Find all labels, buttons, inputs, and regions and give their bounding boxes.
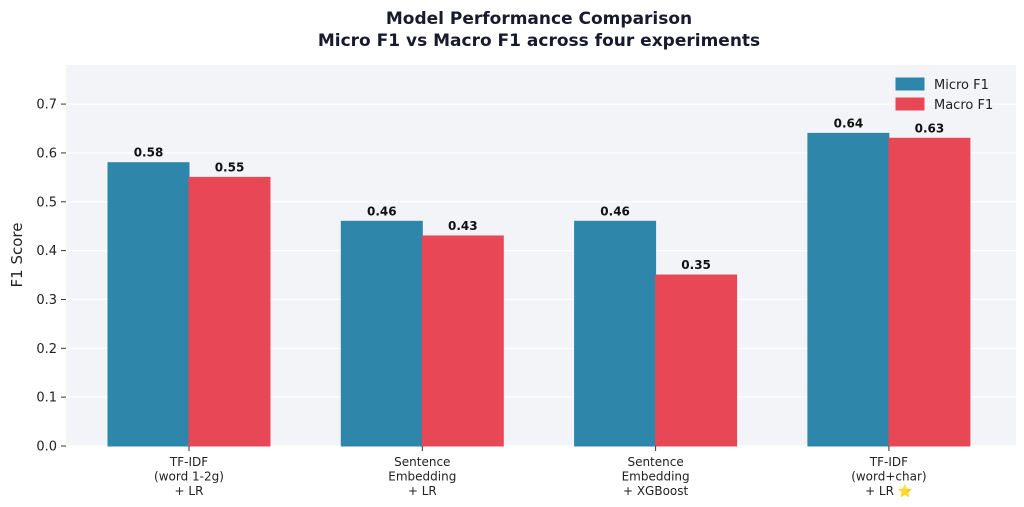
data-label: 0.46 bbox=[600, 204, 630, 218]
x-tick-label: Embedding bbox=[388, 470, 456, 484]
x-tick-label: + XGBoost bbox=[623, 484, 689, 498]
y-tick-label: 0.7 bbox=[36, 98, 57, 113]
legend-swatch bbox=[895, 77, 925, 91]
y-tick-label: 0.5 bbox=[36, 195, 57, 210]
bar-macro-f1 bbox=[421, 235, 504, 447]
data-label: 0.35 bbox=[681, 258, 711, 272]
y-tick-label: 0.3 bbox=[36, 293, 57, 308]
legend-label: Macro F1 bbox=[934, 98, 993, 113]
bar-micro-f1 bbox=[807, 132, 890, 447]
x-tick-label: TF-IDF bbox=[169, 455, 208, 469]
y-tick-label: 0.0 bbox=[36, 440, 57, 455]
data-label: 0.64 bbox=[834, 116, 864, 130]
x-tick-label: + LR ⭐ bbox=[865, 484, 913, 498]
legend: Micro F1 Macro F1 bbox=[895, 77, 993, 113]
y-axis: 0.0 0.1 0.2 0.3 0.4 0.5 0.6 0.7 bbox=[36, 98, 66, 455]
y-tick-label: 0.1 bbox=[36, 391, 57, 406]
x-tick-label: Sentence bbox=[394, 455, 450, 469]
x-tick-label: TF-IDF bbox=[869, 455, 908, 469]
x-tick-label: + LR bbox=[408, 484, 437, 498]
chart-subtitle: Micro F1 vs Macro F1 across four experim… bbox=[318, 31, 760, 51]
x-tick-label: (word 1-2g) bbox=[154, 470, 224, 484]
x-tick-label: Embedding bbox=[622, 470, 690, 484]
data-label: 0.58 bbox=[134, 146, 164, 160]
y-tick-label: 0.2 bbox=[36, 342, 57, 357]
y-tick-label: 0.6 bbox=[36, 146, 57, 161]
legend-label: Micro F1 bbox=[934, 78, 989, 93]
bar-micro-f1 bbox=[107, 162, 190, 447]
data-label: 0.55 bbox=[215, 160, 245, 174]
y-tick-label: 0.4 bbox=[36, 244, 57, 259]
x-tick-label: + LR bbox=[175, 484, 204, 498]
x-axis: TF-IDF(word 1-2g)+ LRSentenceEmbedding+ … bbox=[154, 446, 927, 498]
data-label: 0.43 bbox=[448, 219, 478, 233]
data-label: 0.46 bbox=[367, 204, 397, 218]
chart-title: Model Performance Comparison bbox=[386, 9, 692, 29]
bar-macro-f1 bbox=[188, 176, 271, 447]
y-axis-label: F1 Score bbox=[8, 223, 26, 288]
bars: 0.58 0.55 0.46 0.43 0.46 0.35 0.64 0.63 bbox=[107, 116, 971, 447]
x-tick-label: Sentence bbox=[627, 455, 683, 469]
bar-macro-f1 bbox=[888, 137, 971, 447]
data-label: 0.63 bbox=[915, 121, 945, 135]
legend-swatch bbox=[895, 97, 925, 111]
bar-micro-f1 bbox=[574, 220, 657, 447]
bar-macro-f1 bbox=[655, 274, 738, 447]
x-tick-label: (word+char) bbox=[851, 470, 926, 484]
bar-micro-f1 bbox=[340, 220, 423, 447]
